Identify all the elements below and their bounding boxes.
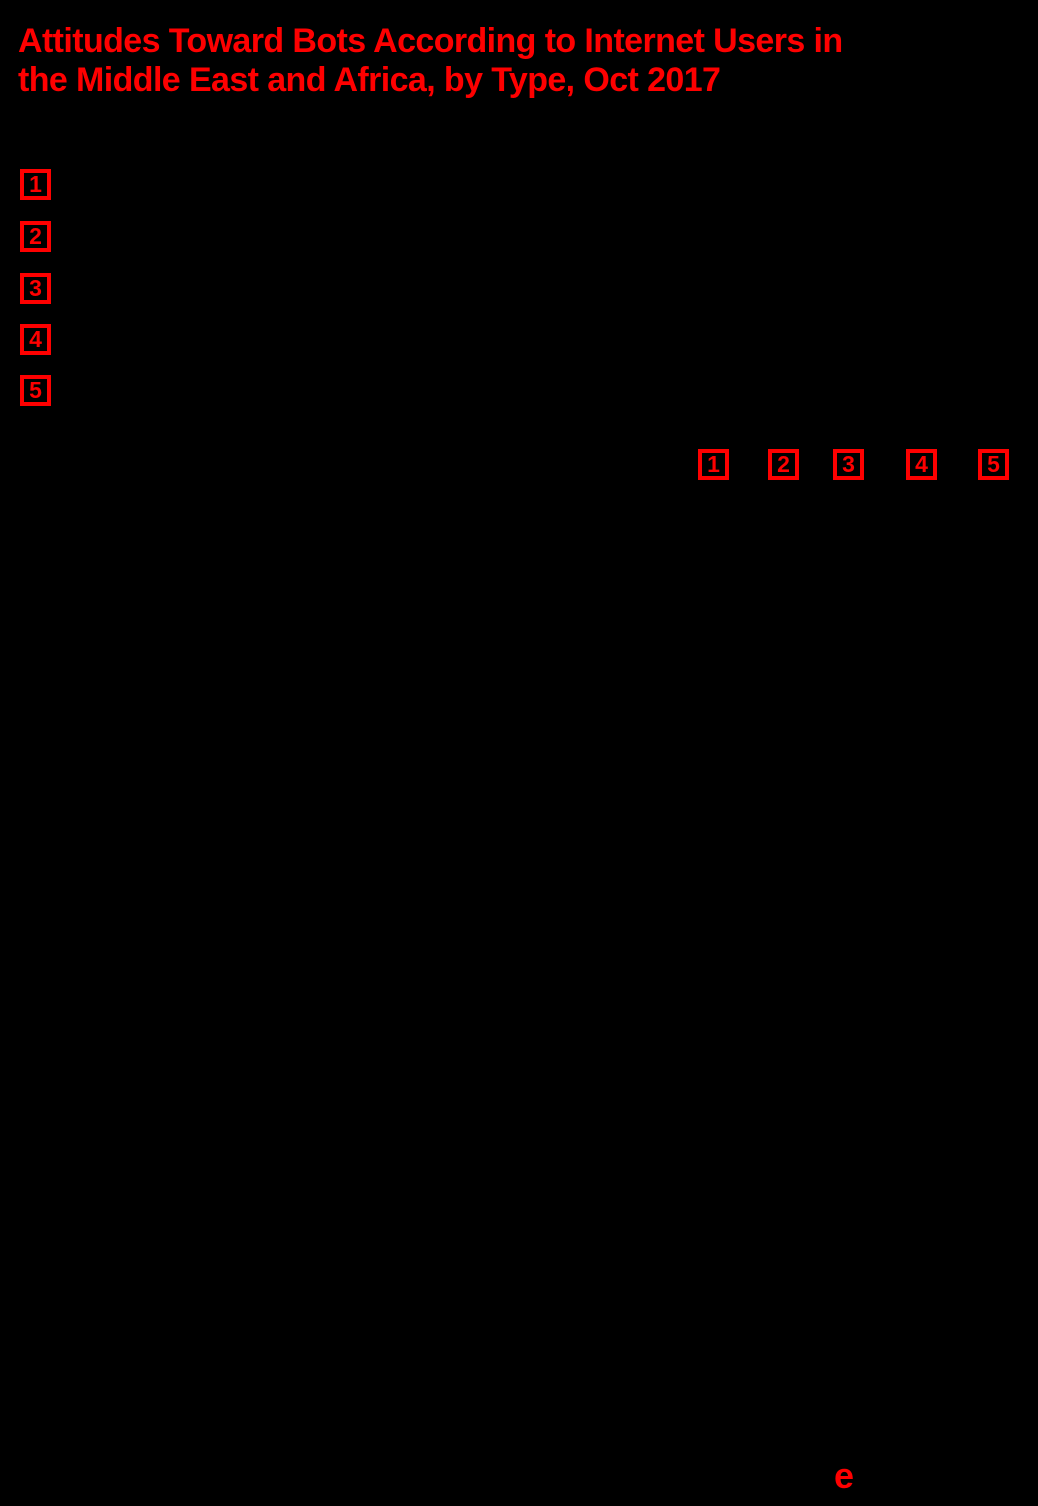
column-header-marker-4: 4 <box>906 449 937 480</box>
legend-marker-1: 1 <box>20 169 51 200</box>
legend-marker-2: 2 <box>20 221 51 252</box>
column-header-marker-5: 5 <box>978 449 1009 480</box>
legend-marker-5: 5 <box>20 375 51 406</box>
chart-title-line2: the Middle East and Africa, by Type, Oct… <box>18 61 721 99</box>
emarketer-logo-e-icon: e <box>834 1455 855 1496</box>
legend-marker-3: 3 <box>20 273 51 304</box>
chart-title: Attitudes Toward Bots According to Inter… <box>18 22 1028 100</box>
column-header-marker-1: 1 <box>698 449 729 480</box>
chart-title-line1: Attitudes Toward Bots According to Inter… <box>18 22 843 60</box>
legend-marker-4: 4 <box>20 324 51 355</box>
column-header-marker-2: 2 <box>768 449 799 480</box>
column-header-marker-3: 3 <box>833 449 864 480</box>
